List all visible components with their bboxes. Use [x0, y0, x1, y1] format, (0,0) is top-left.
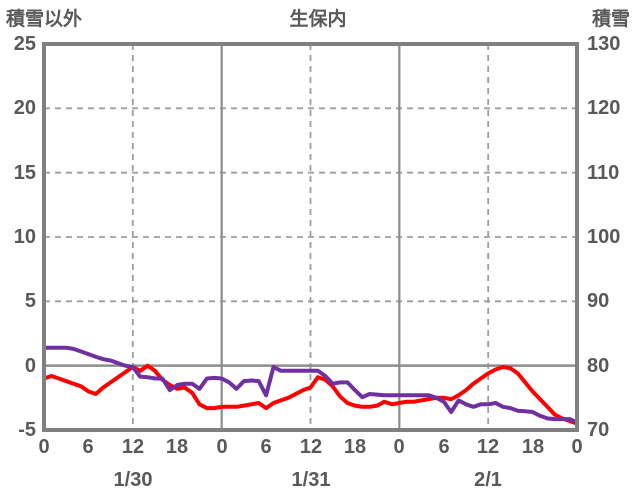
- axis-tick-label: 1/30: [113, 469, 153, 491]
- series-line-snowdepth: [42, 345, 579, 425]
- axis-tick-label: 10: [13, 226, 36, 248]
- axis-tick-label: 110: [587, 162, 620, 184]
- plot-border: [42, 42, 579, 432]
- axis-tick-label: 2/1: [474, 469, 502, 491]
- axis-tick-label: 6: [260, 436, 272, 458]
- axis-tick-label: 6: [438, 436, 450, 458]
- axis-tick-label: 70: [587, 419, 610, 441]
- axis-tick-label: 120: [587, 97, 621, 119]
- axis-tick-label: 15: [13, 162, 36, 184]
- axis-tick-label: 0: [393, 436, 405, 458]
- axis-tick-label: 6: [82, 436, 94, 458]
- axis-tick-label: 18: [343, 436, 367, 458]
- axis-tick-label: 0: [216, 436, 228, 458]
- axis-tick-label: 12: [121, 436, 145, 458]
- right-axis-title: 積雪: [591, 9, 630, 30]
- axis-tick-label: 18: [165, 436, 189, 458]
- axis-tick-label: 18: [521, 436, 545, 458]
- axis-tick-label: 25: [13, 33, 36, 55]
- axis-tick-label: 12: [299, 436, 323, 458]
- axis-tick-label: 100: [587, 226, 621, 248]
- chart-title: 生保内: [289, 9, 347, 30]
- axis-tick-label: 130: [587, 33, 621, 55]
- axis-tick-label: 0: [571, 436, 583, 458]
- axis-tick-label: 90: [587, 290, 610, 312]
- axis-tick-label: 12: [476, 436, 500, 458]
- left-axis-title: 積雪以外: [6, 9, 83, 30]
- axis-tick-label: 80: [587, 355, 610, 377]
- axis-tick-label: 20: [13, 97, 36, 119]
- axis-tick-label: 0: [38, 436, 50, 458]
- axis-tick-label: 5: [24, 290, 36, 312]
- axis-tick-label: 0: [24, 355, 36, 377]
- axis-tick-label: -5: [18, 419, 36, 441]
- axis-tick-label: 1/31: [291, 469, 331, 491]
